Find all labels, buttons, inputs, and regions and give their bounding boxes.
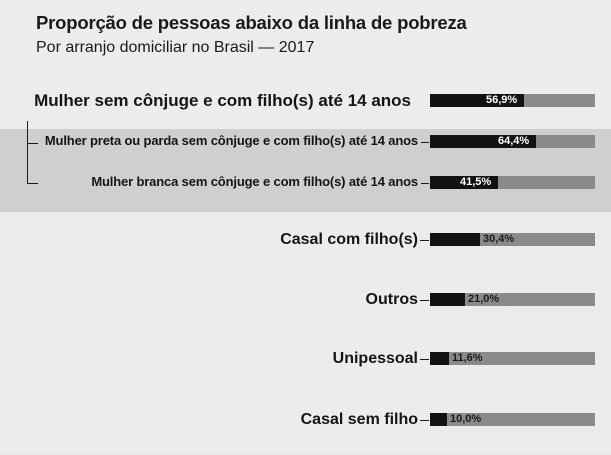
data-label: 21,0%	[468, 293, 500, 305]
category-label: Outros	[365, 291, 418, 308]
category-label: Casal sem filho	[300, 411, 418, 428]
category-label: Unipessoal	[332, 350, 418, 367]
data-label: 11,6%	[452, 352, 483, 364]
bar	[430, 176, 498, 189]
data-label: 56,9%	[486, 94, 518, 106]
category-label: Mulher branca sem cônjuge e com filho(s)…	[91, 174, 418, 189]
leader-dash	[420, 300, 429, 301]
chart-title: Proporção de pessoas abaixo da linha de …	[36, 12, 467, 33]
bar	[430, 352, 449, 365]
category-label: Casal com filho(s)	[280, 231, 418, 248]
data-label: 10,0%	[450, 413, 482, 425]
bar	[430, 94, 524, 107]
bar	[430, 413, 447, 426]
bar-track: 41,5%	[430, 176, 595, 189]
leader-dash	[421, 142, 429, 143]
bar	[430, 233, 480, 246]
leader-dash	[420, 359, 429, 360]
bracket-tick-preta	[27, 143, 38, 144]
bar	[430, 293, 465, 306]
category-label: Mulher preta ou parda sem cônjuge e com …	[44, 133, 418, 148]
group-bracket	[27, 121, 28, 184]
leader-dash	[420, 420, 429, 421]
chart-subtitle: Por arranjo domiciliar no Brasil — 2017	[36, 39, 315, 56]
bracket-tick-branca	[27, 183, 38, 184]
category-label: Mulher sem cônjuge e com filho(s) até 14…	[34, 91, 411, 110]
data-label: 30,4%	[483, 233, 515, 245]
data-label: 64,4%	[498, 135, 530, 147]
bar-track: 56,9%	[430, 94, 595, 107]
data-label: 41,5%	[460, 176, 492, 188]
bar-track: 21,0%	[430, 293, 595, 306]
leader-dash	[420, 240, 429, 241]
bar-track: 11,6%	[430, 352, 595, 365]
bar-track: 10,0%	[430, 413, 595, 426]
bar	[430, 135, 536, 148]
bar-track: 30,4%	[430, 233, 595, 246]
bar-track: 64,4%	[430, 135, 595, 148]
leader-dash	[421, 183, 429, 184]
